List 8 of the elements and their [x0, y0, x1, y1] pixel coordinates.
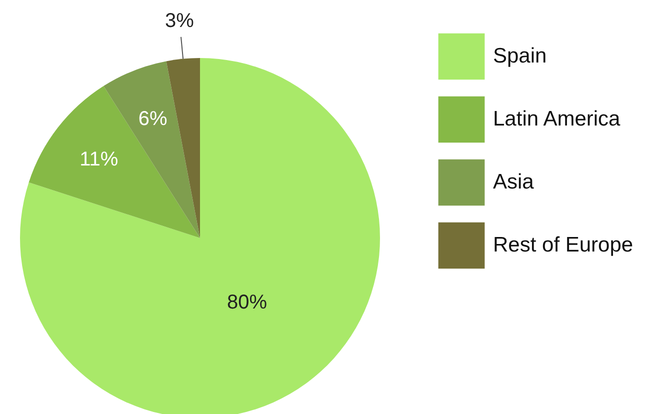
legend-label: Latin America: [493, 108, 621, 130]
legend-label: Spain: [493, 44, 547, 68]
data-label: 6%: [138, 108, 168, 130]
legend-label: Rest of Europe: [493, 234, 634, 256]
data-label: 80%: [227, 292, 268, 314]
legend-label: Asia: [493, 170, 534, 194]
data-label: 11%: [80, 148, 118, 171]
data-label: 3%: [165, 10, 194, 32]
